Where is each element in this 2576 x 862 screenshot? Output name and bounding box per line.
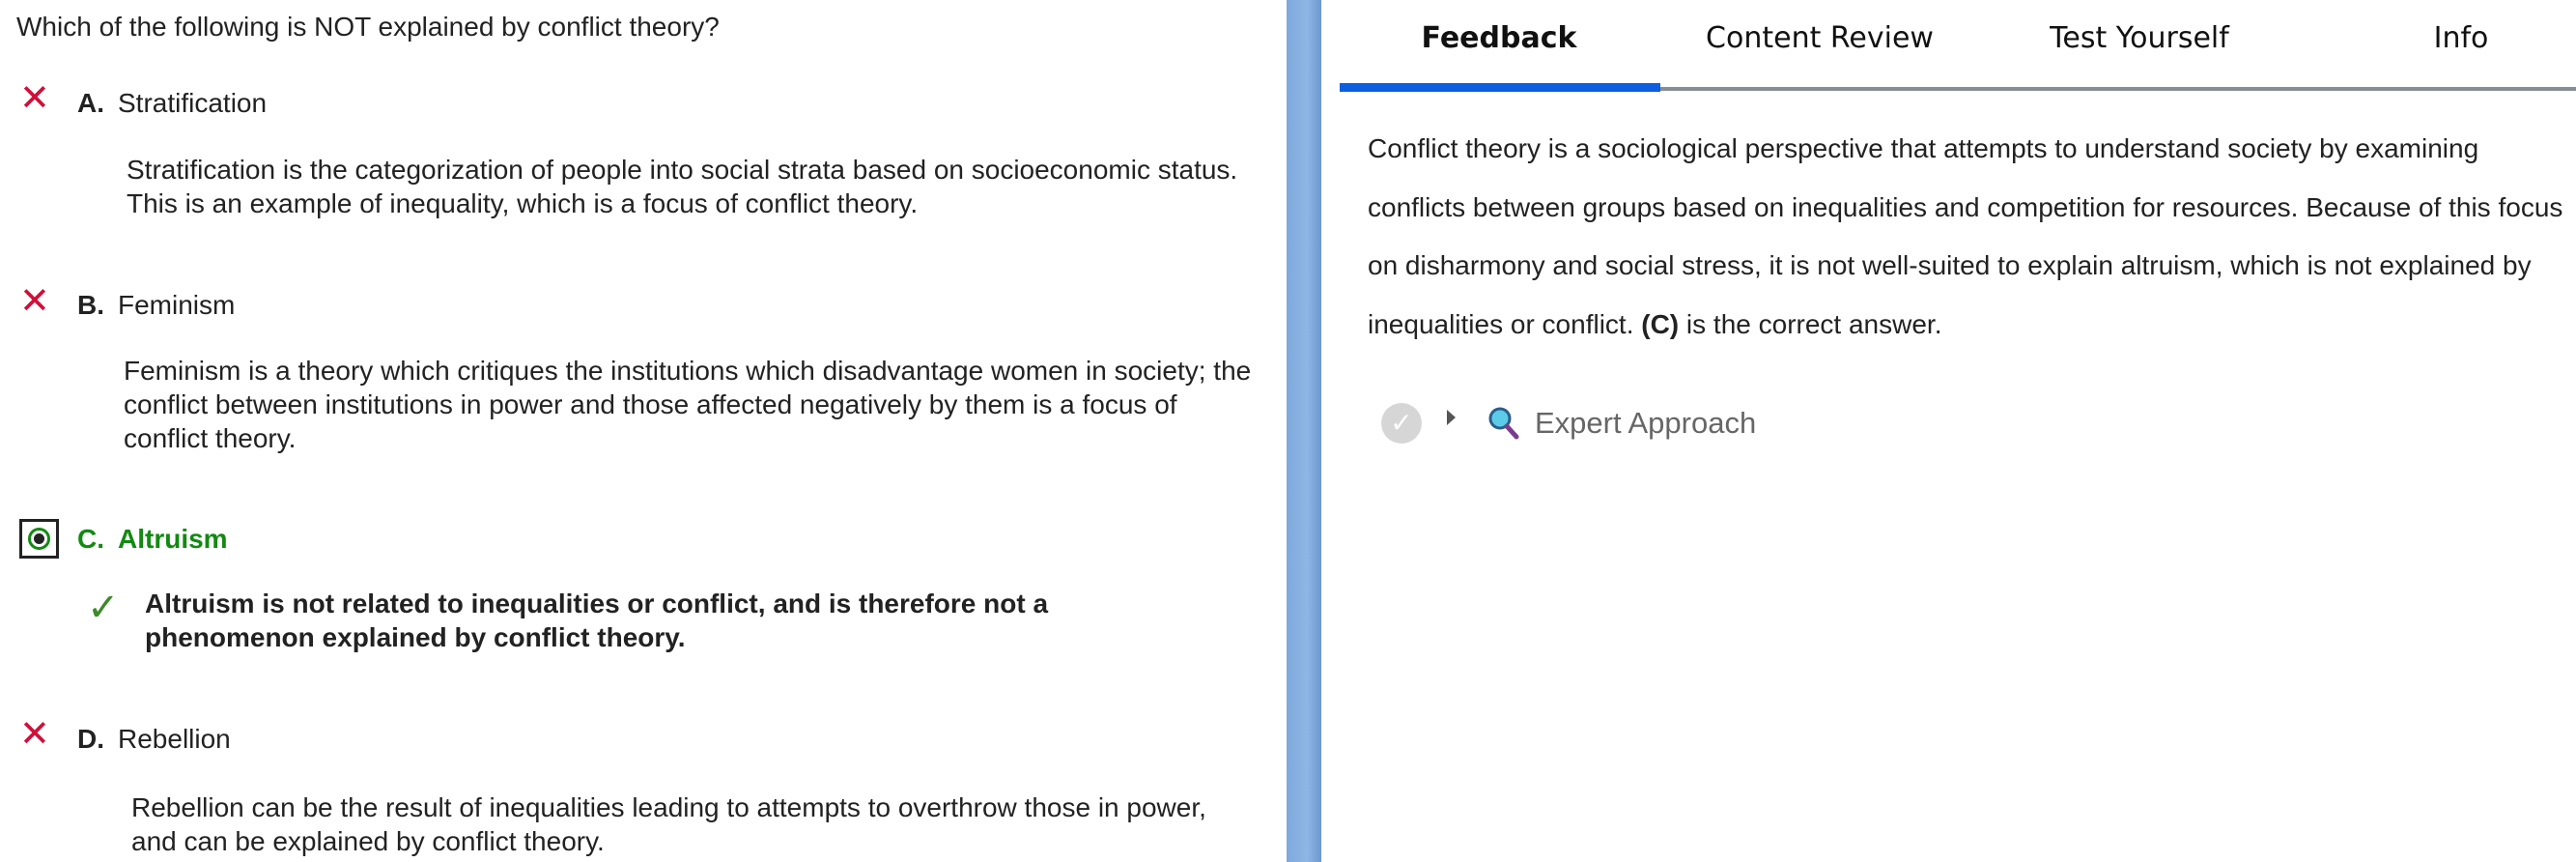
incorrect-x-icon: ✕ (19, 76, 50, 119)
tab-test-yourself[interactable]: Test Yourself (2050, 21, 2229, 55)
option-letter: B. (77, 290, 104, 320)
radio-dot-icon (28, 528, 50, 550)
option-label: Altruism (118, 524, 228, 554)
tab-info[interactable]: Info (2433, 21, 2489, 55)
tab-feedback[interactable]: Feedback (1421, 21, 1577, 55)
incorrect-x-icon: ✕ (19, 712, 50, 755)
option-label: Stratification (118, 88, 268, 118)
option-letter: C. (77, 524, 104, 554)
completion-check-icon: ✓ (1381, 403, 1422, 444)
expert-approach-toggle[interactable]: Expert Approach (1535, 406, 1757, 440)
question-text: Which of the following is NOT explained … (16, 12, 720, 42)
option-a[interactable]: A. Stratification (77, 88, 267, 119)
tab-bar-underline (1340, 87, 2576, 91)
expand-triangle-icon[interactable] (1447, 410, 1456, 425)
option-c[interactable]: C. Altruism (77, 524, 228, 555)
tab-content-review[interactable]: Content Review (1706, 21, 1934, 55)
active-tab-indicator (1340, 83, 1660, 92)
feedback-tail: is the correct answer. (1679, 308, 1942, 339)
option-b[interactable]: B. Feminism (77, 290, 235, 321)
panel-divider-handle[interactable] (1287, 0, 1321, 862)
option-d-explanation: Rebellion can be the result of inequalit… (131, 792, 1206, 856)
option-letter: D. (77, 724, 104, 754)
correct-check-icon: ✓ (87, 586, 120, 630)
feedback-body: Conflict theory is a sociological perspe… (1368, 133, 2563, 339)
correct-answer-letter: (C) (1641, 308, 1680, 339)
feedback-text: Conflict theory is a sociological perspe… (1368, 120, 2570, 354)
option-label: Rebellion (118, 724, 231, 754)
option-d[interactable]: D. Rebellion (77, 724, 231, 755)
option-a-explanation: Stratification is the categorization of … (127, 155, 1238, 218)
option-c-explanation: Altruism is not related to inequalities … (145, 589, 1049, 652)
incorrect-x-icon: ✕ (19, 279, 50, 322)
option-b-explanation: Feminism is a theory which critiques the… (124, 356, 1252, 453)
magnifier-icon (1488, 407, 1519, 440)
selected-radio-button[interactable] (19, 519, 59, 559)
option-label: Feminism (118, 290, 236, 320)
option-letter: A. (77, 88, 104, 118)
